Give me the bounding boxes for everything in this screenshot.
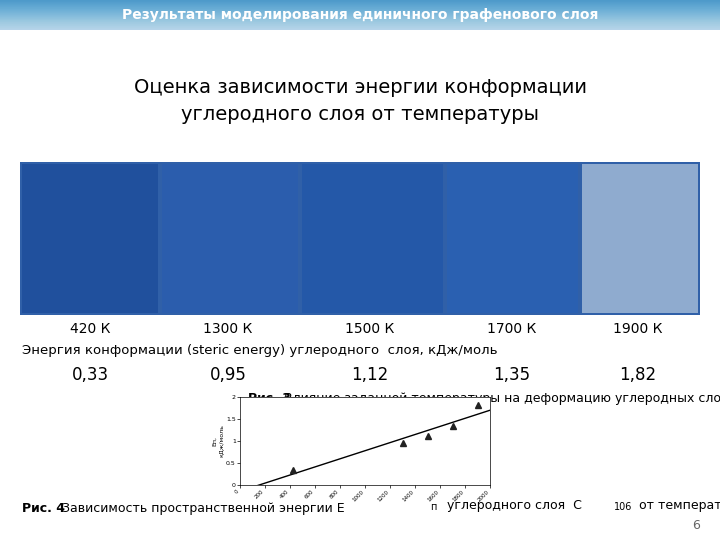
Bar (20, 162, 700, 315)
Text: 1,82: 1,82 (619, 366, 657, 384)
Text: Рис. 4: Рис. 4 (22, 502, 65, 515)
Text: Энергия конформации (steric energy) углеродного  слоя, кДж/моль: Энергия конформации (steric energy) угле… (22, 344, 498, 357)
Text: 0,95: 0,95 (210, 366, 246, 384)
Text: 1500 К: 1500 К (346, 322, 395, 336)
Bar (162, 164, 298, 313)
Text: 1,35: 1,35 (493, 366, 531, 384)
Text: Зависимость пространственной энергии E: Зависимость пространственной энергии E (58, 502, 345, 515)
Bar (582, 164, 698, 313)
Text: 1,12: 1,12 (351, 366, 389, 384)
Bar (447, 164, 578, 313)
Text: 420 К: 420 К (70, 322, 110, 336)
Text: 0,33: 0,33 (71, 366, 109, 384)
Y-axis label: Еп,
кДж/моль: Еп, кДж/моль (212, 424, 223, 457)
Bar (22, 164, 158, 313)
Text: 1900 К: 1900 К (613, 322, 662, 336)
Text: Влияние заданной температуры на деформацию углеродных слоев: Влияние заданной температуры на деформац… (280, 392, 720, 405)
Text: от температуры: от температуры (635, 499, 720, 512)
Bar (302, 164, 443, 313)
Text: 106: 106 (614, 502, 632, 512)
Text: 6: 6 (692, 519, 700, 532)
Text: углеродного слоя от температуры: углеродного слоя от температуры (181, 105, 539, 124)
Text: п: п (430, 502, 436, 512)
Text: Результаты моделирования единичного графенового слоя: Результаты моделирования единичного граф… (122, 8, 598, 22)
Text: Оценка зависимости энергии конформации: Оценка зависимости энергии конформации (133, 78, 587, 97)
Text: Рис. 3: Рис. 3 (248, 392, 291, 405)
Text: углеродного слоя  C: углеродного слоя C (443, 499, 582, 512)
Text: 1700 К: 1700 К (487, 322, 536, 336)
Text: 1300 К: 1300 К (203, 322, 253, 336)
